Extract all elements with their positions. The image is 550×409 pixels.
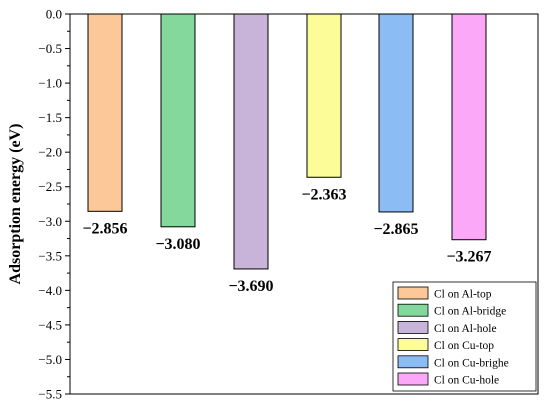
y-tick-label: −4.5 [38, 317, 62, 332]
legend-swatch [397, 303, 429, 317]
data-label: −2.865 [373, 221, 418, 238]
data-label: −3.690 [228, 278, 273, 295]
y-tick-label: −5.5 [38, 387, 62, 402]
bar [451, 13, 487, 241]
bar [87, 13, 123, 212]
y-tick-label: −1.0 [38, 76, 62, 91]
legend-entry: Cl on Al-top [434, 289, 492, 301]
legend-swatch [397, 320, 429, 334]
y-tick-label: −4.0 [38, 283, 62, 298]
y-tick-label: −2.0 [38, 145, 62, 160]
data-label: −3.267 [446, 249, 491, 266]
legend-swatch [397, 286, 429, 300]
y-tick-label: 0.0 [46, 7, 62, 22]
bar [378, 13, 414, 213]
data-labels: −2.856 −3.080 −3.690 −2.363 −2.865 −3.267 [82, 186, 491, 295]
legend-entry: Cl on Cu-top [434, 340, 494, 352]
legend-entry: Cl on Cu-hole [434, 375, 499, 387]
bar [306, 13, 342, 178]
legend-entry: Cl on Al-hole [434, 323, 497, 335]
legend-swatch [397, 372, 429, 386]
y-tick-label: −2.5 [38, 179, 62, 194]
legend: Cl on Al-top Cl on Al-bridge Cl on Al-hole… [392, 281, 537, 392]
legend-entry: Cl on Cu-brighe [434, 357, 509, 369]
bars [87, 13, 487, 270]
y-tick-label: −1.5 [38, 110, 62, 125]
bar [233, 13, 269, 270]
y-tick-label: −0.5 [38, 41, 62, 56]
data-label: −3.080 [155, 236, 200, 253]
y-tick-label: −5.0 [38, 352, 62, 367]
bar [160, 13, 196, 228]
data-label: −2.856 [82, 220, 127, 237]
legend-swatch [397, 338, 429, 352]
y-tick-label: −3.0 [38, 214, 62, 229]
legend-entry: Cl on Al-bridge [434, 306, 506, 318]
y-tick-label: −3.5 [38, 248, 62, 263]
data-label: −2.363 [301, 186, 346, 203]
legend-swatch [397, 355, 429, 369]
y-axis-title: Adsorption energy (eV) [7, 124, 24, 285]
y-axis-ticks: 0.0 −0.5 −1.0 −1.5 −2.0 −2.5 −3.0 −3.5 −4.0 −4.5 −… [38, 7, 70, 402]
